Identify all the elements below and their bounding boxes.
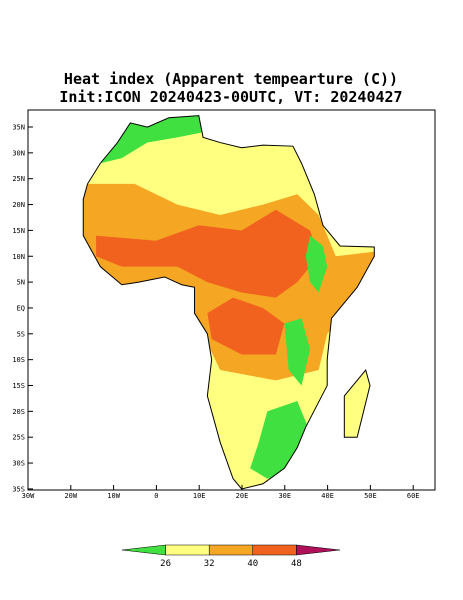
lat-label: 25N bbox=[12, 175, 25, 183]
lat-label: 20S bbox=[12, 408, 25, 416]
lat-label: 35S bbox=[12, 485, 25, 493]
lat-label: 5S bbox=[17, 330, 25, 338]
heat-zone bbox=[207, 297, 285, 355]
colorbar-segment bbox=[165, 544, 210, 556]
lon-label: 10E bbox=[193, 492, 206, 500]
lat-label: 15N bbox=[12, 227, 25, 235]
lat-label: 30N bbox=[12, 149, 25, 157]
map-frame bbox=[27, 109, 436, 491]
axis-ticks: 35N 30N 25N 20N 15N 10N 5N EQ 5S 10S 15S 20S 25S 30S 3… bbox=[12, 124, 419, 501]
colorbar-label: 32 bbox=[204, 559, 215, 569]
colorbar-label: 40 bbox=[247, 559, 258, 569]
lon-label: 40E bbox=[321, 492, 334, 500]
lat-label: 10S bbox=[12, 356, 25, 364]
map bbox=[82, 115, 375, 490]
lon-label: 10W bbox=[107, 492, 120, 500]
lon-label: 20W bbox=[64, 492, 77, 500]
colorbar-label: 48 bbox=[291, 559, 302, 569]
colorbar-segment bbox=[208, 544, 254, 556]
heat-zone bbox=[284, 318, 311, 386]
lon-label: 20E bbox=[236, 492, 249, 500]
colorbar-segment bbox=[121, 544, 166, 556]
colorbar-label: 26 bbox=[160, 559, 171, 569]
lon-label: 30E bbox=[278, 492, 291, 500]
lon-label: 50E bbox=[364, 492, 377, 500]
lat-label: 5N bbox=[17, 279, 25, 287]
heat-zone bbox=[96, 209, 319, 298]
heat-zone bbox=[100, 115, 204, 164]
lat-label: 25S bbox=[12, 434, 25, 442]
madagascar bbox=[343, 368, 371, 438]
lat-label: 35N bbox=[12, 124, 25, 132]
lat-label: EQ bbox=[17, 304, 25, 312]
map-subtitle: Init:ICON 20240423-00UTC, VT: 20240427 bbox=[59, 88, 402, 106]
lat-label: 10N bbox=[12, 253, 25, 261]
colorbar-segment bbox=[252, 544, 297, 556]
colorbar: 26 32 40 48 bbox=[121, 544, 341, 569]
lat-label: 15S bbox=[12, 382, 25, 390]
lat-label: 30S bbox=[12, 460, 25, 468]
lat-label: 20N bbox=[12, 201, 25, 209]
lon-label: 60E bbox=[407, 492, 420, 500]
map-title: Heat index (Apparent tempearture (C)) bbox=[64, 70, 398, 88]
lon-label: 0 bbox=[154, 492, 158, 500]
colorbar-segment bbox=[296, 544, 341, 556]
heat-zone bbox=[305, 235, 328, 293]
lon-label: 30W bbox=[22, 492, 35, 500]
coastline bbox=[82, 115, 375, 490]
